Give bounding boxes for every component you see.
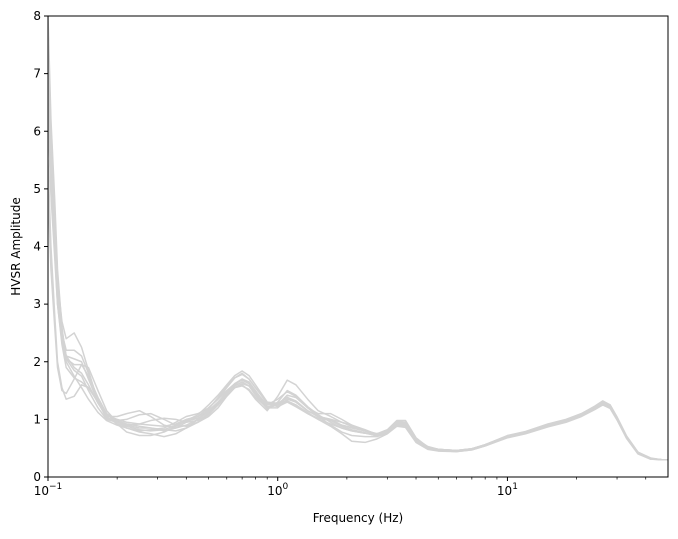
- hvsr-curve-2: [48, 84, 668, 461]
- y-tick-label: 3: [33, 297, 41, 311]
- y-tick-label: 7: [33, 67, 41, 81]
- y-tick-label: 0: [33, 470, 41, 484]
- y-axis-label: HVSR Amplitude: [9, 197, 23, 296]
- x-axis: 10−1 100 101: [34, 477, 647, 498]
- y-tick-label: 4: [33, 240, 41, 254]
- hvsr-curve-6: [48, 26, 668, 461]
- hvsr-curve-8: [48, 67, 668, 461]
- y-tick-label: 8: [33, 9, 41, 23]
- y-tick-label: 2: [33, 355, 41, 369]
- plot-frame: [47, 15, 669, 478]
- x-tick-label: 100: [267, 482, 288, 498]
- hvsr-curve-9: [48, 101, 668, 461]
- y-tick-label: 5: [33, 182, 41, 196]
- hvsr-curve-4: [48, 49, 668, 461]
- hvsr-curve-10: [48, 38, 668, 461]
- hvsr-curve-1: [48, 16, 668, 461]
- x-tick-label: 101: [497, 482, 518, 498]
- y-axis: 0 1 2 3 4 5 6 7 8: [33, 9, 48, 484]
- y-tick-label: 6: [33, 124, 41, 138]
- x-axis-label: Frequency (Hz): [313, 511, 404, 525]
- y-tick-label: 1: [33, 412, 41, 426]
- x-tick-label: 10−1: [34, 482, 63, 498]
- hvsr-curve-5: [48, 118, 668, 461]
- series-layer: [48, 16, 668, 461]
